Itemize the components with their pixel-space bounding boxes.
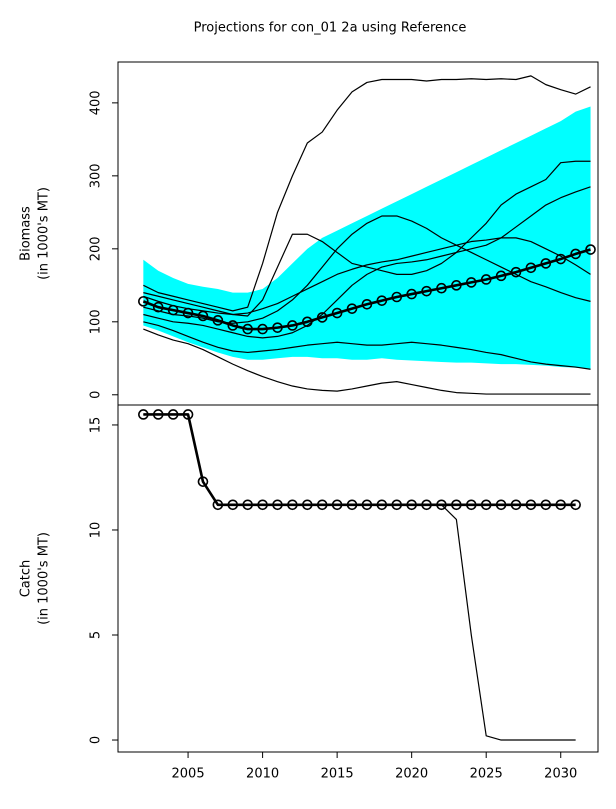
x-tick-label: 2005 [172, 767, 205, 782]
series-marker [525, 499, 537, 511]
y-axis-label: (in 1000's MT) [37, 532, 52, 625]
series-marker [346, 303, 358, 314]
panel-frame [117, 404, 599, 753]
y-axis-label: Catch [19, 560, 34, 598]
series-marker [316, 499, 328, 511]
series-marker [421, 499, 432, 511]
series-marker [555, 499, 567, 511]
x-tick-label: 2020 [395, 767, 428, 782]
series-marker [540, 258, 552, 269]
series-marker [197, 310, 209, 322]
series-marker [287, 320, 298, 331]
series-marker [570, 499, 581, 511]
y-tick-label: 100 [89, 309, 104, 334]
series-line [143, 215, 591, 324]
y-axis-label: (in 1000's MT) [37, 187, 52, 280]
series-marker [495, 270, 507, 282]
series-marker [227, 320, 239, 331]
series-marker [391, 499, 403, 511]
series-marker [182, 409, 194, 420]
series-marker [480, 499, 492, 511]
series-marker [212, 499, 224, 511]
series-marker [555, 253, 567, 265]
x-tick-label: 2025 [470, 767, 503, 782]
y-tick-label: 200 [89, 236, 104, 261]
series-marker [525, 262, 537, 274]
series-marker [331, 499, 343, 511]
series-marker [376, 499, 388, 511]
series-marker [316, 312, 328, 323]
series-marker [167, 409, 179, 420]
x-tick-label: 2015 [321, 767, 354, 782]
series-marker [257, 323, 268, 335]
series-marker [138, 296, 149, 307]
series-marker [227, 499, 239, 511]
y-tick-label: 400 [89, 90, 104, 115]
series-marker [406, 288, 417, 300]
series-marker [495, 499, 507, 511]
series-marker [152, 409, 164, 420]
series-marker [436, 499, 447, 511]
series-marker [331, 307, 343, 319]
series-marker [510, 266, 522, 278]
series-marker [361, 298, 373, 310]
y-tick-label: 10 [89, 522, 104, 539]
series-marker [436, 282, 447, 294]
series-marker [376, 295, 388, 306]
series-marker [272, 322, 283, 333]
series-marker [242, 499, 253, 511]
series-marker [197, 476, 209, 487]
series-marker [302, 499, 313, 511]
series-line [143, 75, 591, 312]
series-marker [510, 499, 522, 511]
series-marker [480, 274, 492, 285]
series-marker [302, 316, 313, 328]
series-line [143, 328, 591, 395]
series-line [143, 321, 591, 370]
series-marker [465, 277, 477, 288]
y-tick-label: 0 [89, 736, 104, 744]
chart-title: Projections for con_01 2a using Referenc… [194, 21, 467, 36]
series-marker [585, 244, 596, 255]
confidence-band [143, 106, 591, 369]
series-marker [451, 280, 462, 291]
y-tick-label: 5 [89, 631, 104, 639]
y-tick-label: 300 [89, 163, 104, 188]
series-marker [570, 248, 581, 260]
series-marker [152, 301, 164, 313]
series-marker [346, 499, 358, 511]
series-marker [540, 499, 552, 511]
series-marker [272, 499, 283, 511]
series-line [143, 160, 591, 317]
x-tick-label: 2010 [246, 767, 279, 782]
series-marker [257, 499, 268, 511]
series-marker [421, 285, 432, 297]
series-marker [212, 315, 224, 326]
series-line [142, 248, 591, 331]
series-line [143, 186, 591, 339]
y-tick-label: 0 [89, 391, 104, 399]
series-marker [242, 323, 253, 335]
series-marker [287, 499, 298, 511]
series-marker [465, 499, 477, 511]
series-marker [361, 499, 373, 511]
series-marker [406, 499, 417, 511]
series-line [143, 237, 591, 316]
series-marker [167, 304, 179, 316]
series-marker [451, 499, 462, 511]
series-marker [182, 307, 194, 319]
y-tick-label: 15 [89, 417, 104, 434]
y-axis-label: Biomass [19, 206, 34, 261]
series-marker [391, 291, 403, 303]
x-tick-label: 2030 [544, 767, 577, 782]
series-marker [138, 409, 149, 420]
